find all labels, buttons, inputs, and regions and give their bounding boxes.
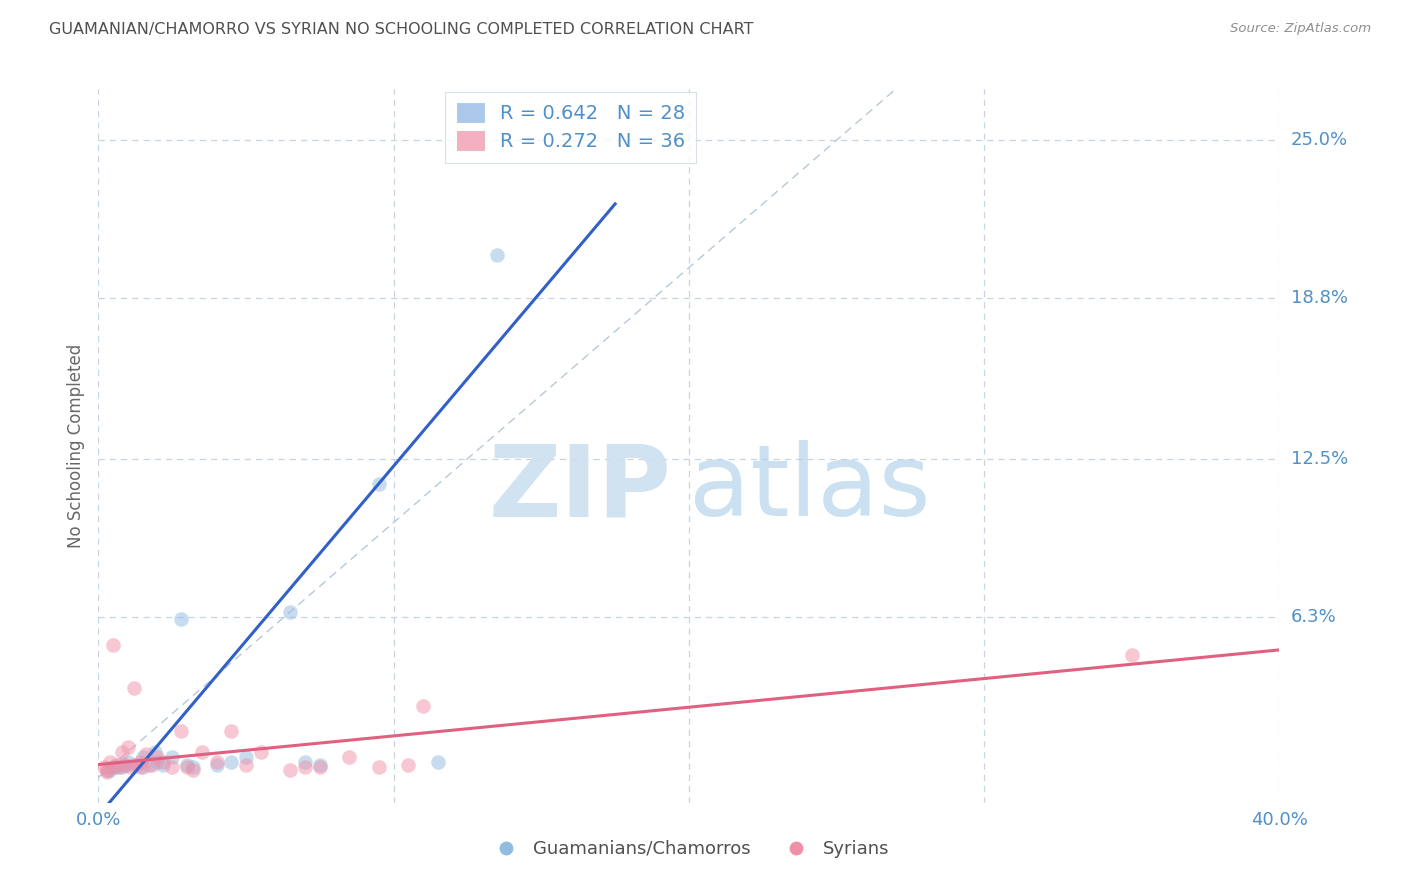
Point [128, 760, 150, 774]
Point [181, 760, 204, 774]
Point [181, 763, 204, 777]
Point [93, 760, 115, 774]
Point [98, 755, 121, 769]
Point [122, 681, 145, 695]
Point [103, 760, 125, 774]
Point [278, 763, 302, 777]
Point [146, 755, 169, 769]
Point [176, 760, 198, 774]
Point [191, 745, 214, 759]
Text: 12.5%: 12.5% [1291, 450, 1348, 467]
Text: GUAMANIAN/CHAMORRO VS SYRIAN NO SCHOOLING COMPLETED CORRELATION CHART: GUAMANIAN/CHAMORRO VS SYRIAN NO SCHOOLIN… [49, 22, 754, 37]
Point [368, 760, 391, 774]
Point [337, 750, 360, 764]
Point [108, 757, 131, 772]
Point [219, 755, 243, 769]
Point [138, 757, 160, 772]
Point [120, 760, 142, 774]
Point [132, 760, 155, 774]
Point [96, 763, 118, 777]
Point [111, 760, 134, 774]
Point [235, 757, 257, 772]
Text: 25.0%: 25.0% [1291, 131, 1348, 149]
Point [309, 760, 332, 774]
Text: 18.8%: 18.8% [1291, 289, 1347, 307]
Point [1121, 648, 1143, 662]
Point [105, 757, 128, 772]
Point [141, 757, 163, 772]
Point [162, 750, 183, 764]
Point [117, 755, 139, 769]
Point [368, 477, 391, 491]
Point [309, 757, 332, 772]
Text: ZIP: ZIP [488, 441, 671, 537]
Point [146, 750, 169, 764]
Point [219, 724, 243, 739]
Y-axis label: No Schooling Completed: No Schooling Completed [66, 344, 84, 548]
Point [278, 605, 302, 619]
Point [396, 757, 419, 772]
Point [135, 747, 157, 762]
Point [98, 763, 121, 777]
Point [103, 638, 125, 652]
Point [294, 760, 316, 774]
Point [250, 745, 273, 759]
Text: atlas: atlas [689, 441, 931, 537]
Point [105, 760, 128, 774]
Legend: Guamanians/Chamorros, Syrians: Guamanians/Chamorros, Syrians [481, 833, 897, 865]
Point [486, 248, 509, 262]
Point [427, 755, 450, 769]
Point [143, 745, 166, 759]
Point [205, 755, 228, 769]
Point [108, 760, 131, 774]
Point [117, 739, 139, 754]
Point [152, 755, 174, 769]
Point [170, 724, 193, 739]
Point [111, 745, 134, 759]
Point [176, 757, 198, 772]
Point [170, 612, 193, 626]
Text: 6.3%: 6.3% [1291, 607, 1336, 626]
Point [128, 755, 150, 769]
Point [162, 760, 183, 774]
Point [205, 757, 228, 772]
Point [412, 698, 434, 713]
Point [114, 757, 136, 772]
Point [122, 757, 145, 772]
Point [96, 763, 118, 777]
Point [132, 750, 155, 764]
Point [114, 757, 136, 772]
Point [125, 757, 148, 772]
Text: Source: ZipAtlas.com: Source: ZipAtlas.com [1230, 22, 1371, 36]
Point [96, 765, 118, 780]
Point [152, 757, 174, 772]
Point [235, 750, 257, 764]
Point [294, 755, 316, 769]
